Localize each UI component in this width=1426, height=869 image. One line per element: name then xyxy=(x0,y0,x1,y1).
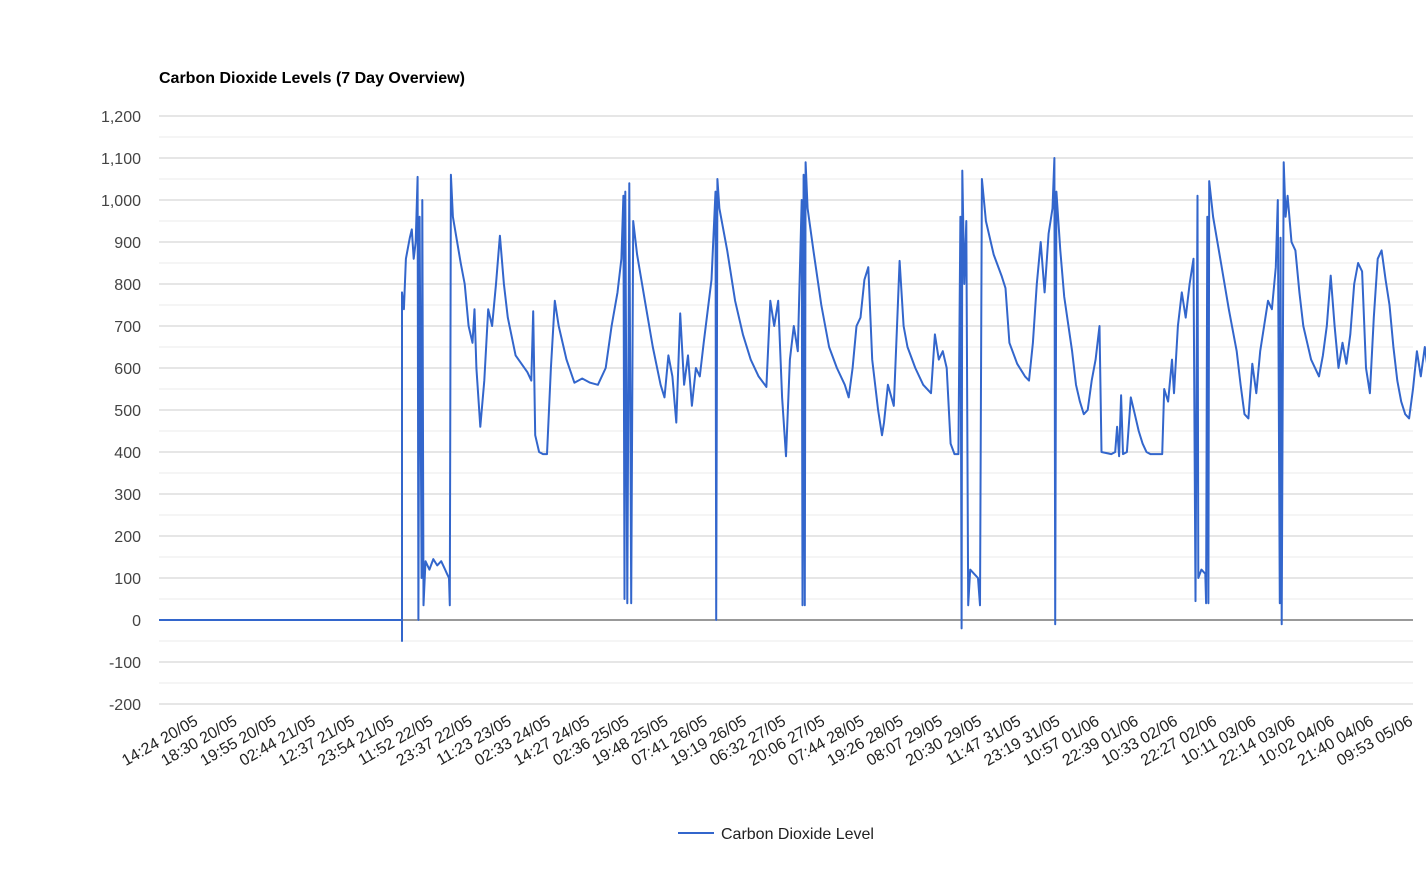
y-tick-label: 600 xyxy=(114,361,141,378)
chart-title: Carbon Dioxide Levels (7 Day Overview) xyxy=(159,70,465,87)
y-tick-label: 1,200 xyxy=(101,109,141,126)
y-tick-label: 0 xyxy=(132,613,141,630)
y-tick-label: 800 xyxy=(114,277,141,294)
y-axis-tick-labels: 1,200 1,100 1,000 900 800 700 600 500 400 300 200 1… xyxy=(101,109,141,714)
y-tick-label: 1,100 xyxy=(101,151,141,168)
legend-label: Carbon Dioxide Level xyxy=(721,826,874,843)
y-tick-label: 100 xyxy=(114,571,141,588)
y-tick-label: -200 xyxy=(109,697,141,714)
y-tick-label: 500 xyxy=(114,403,141,420)
y-tick-label: 300 xyxy=(114,487,141,504)
y-tick-label: 1,000 xyxy=(101,193,141,210)
y-tick-label: -100 xyxy=(109,655,141,672)
legend[interactable]: Carbon Dioxide Level xyxy=(678,826,874,843)
y-tick-label: 900 xyxy=(114,235,141,252)
y-tick-label: 700 xyxy=(114,319,141,336)
series-line-carbon-dioxide xyxy=(159,157,1426,642)
y-tick-label: 200 xyxy=(114,529,141,546)
gridlines xyxy=(159,115,1413,705)
y-tick-label: 400 xyxy=(114,445,141,462)
